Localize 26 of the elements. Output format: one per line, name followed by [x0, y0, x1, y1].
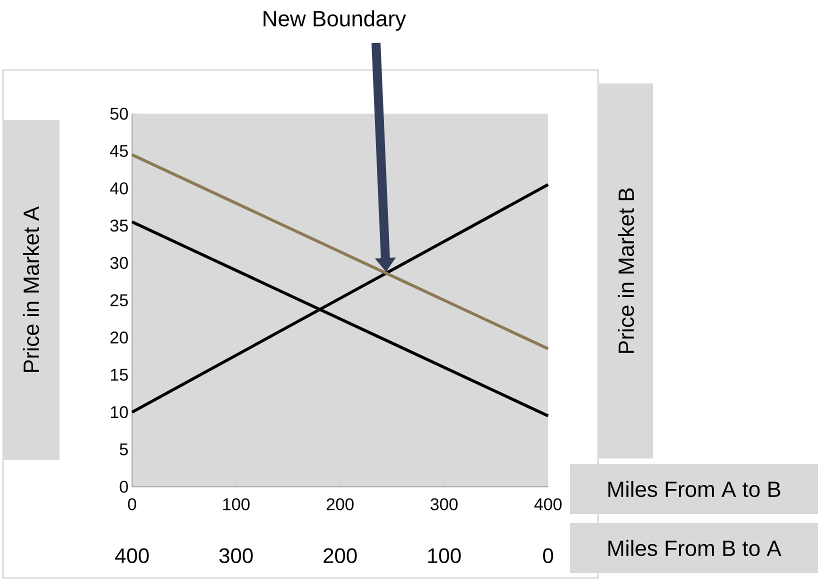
y-tick-label: 40: [110, 182, 128, 194]
x-tick-label: 300: [430, 498, 458, 510]
x-axis-title: Miles From A to B: [608, 480, 780, 498]
x2-tick-label: 300: [219, 548, 253, 564]
x2-axis-title: Miles From B to A: [608, 540, 782, 556]
y-tick-label: 20: [110, 332, 128, 344]
y-tick-label: 45: [110, 145, 128, 157]
y-tick-label: 0: [120, 480, 128, 493]
x-tick-label: 100: [223, 498, 250, 510]
y-axis-title: Price in Market A: [22, 206, 40, 372]
y-tick-label: 15: [110, 368, 128, 381]
x2-tick-label: 100: [428, 548, 461, 564]
x2-tick-label: 400: [115, 548, 149, 564]
y-tick-label: 30: [110, 256, 128, 269]
y-tick-label: 10: [110, 406, 128, 418]
y-tick-label: 5: [120, 444, 128, 456]
x-tick-label: 0: [128, 498, 136, 510]
text: New Boundary: [264, 10, 406, 31]
y-tick-label: 25: [110, 294, 128, 306]
x-tick-label: 200: [326, 498, 354, 510]
x2-tick-label: 0: [543, 548, 554, 564]
x-tick-label: 400: [534, 498, 562, 510]
y2-axis-title: Price in Market B: [618, 188, 634, 353]
y-tick-label: 50: [110, 108, 128, 120]
y-tick-label: 35: [110, 220, 128, 232]
x2-tick-label: 200: [324, 548, 357, 564]
